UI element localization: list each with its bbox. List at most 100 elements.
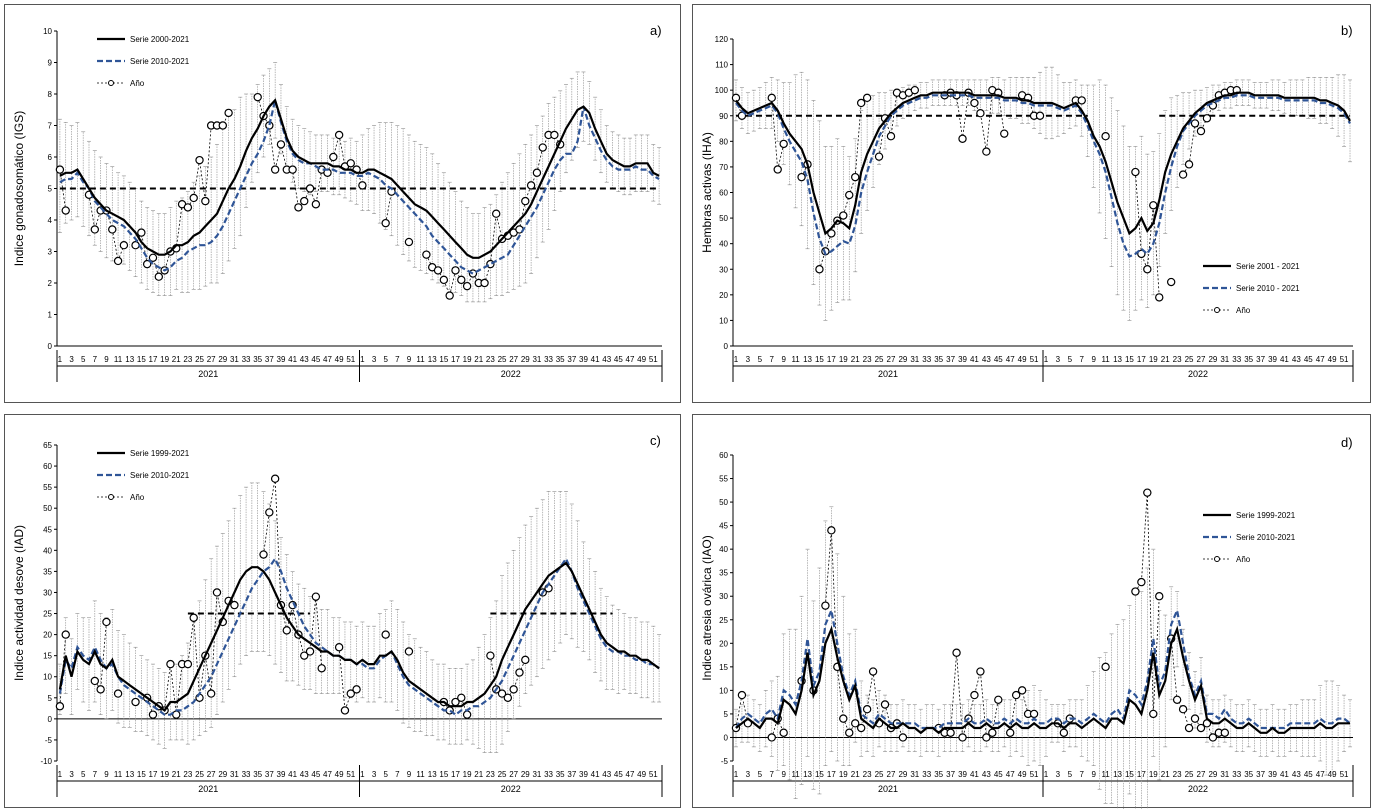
week-tick-label: 45 <box>994 355 1003 364</box>
week-tick-label: 1 <box>58 355 63 364</box>
data-point <box>1143 488 1152 497</box>
y-tick-label: 55 <box>43 483 52 492</box>
week-tick-label: 17 <box>1137 355 1146 364</box>
week-tick-label: 47 <box>323 355 332 364</box>
week-tick-label: 25 <box>195 355 204 364</box>
data-point <box>212 588 222 597</box>
data-point <box>827 229 836 238</box>
data-point <box>976 108 985 118</box>
week-tick-label: 43 <box>300 355 309 364</box>
week-tick-label: 7 <box>770 770 775 779</box>
data-point <box>767 733 776 742</box>
data-point <box>90 676 100 686</box>
data-point <box>329 152 338 162</box>
week-tick-label: 51 <box>1340 770 1349 779</box>
week-tick-label: 17 <box>1137 770 1146 779</box>
y-tick-label: 50 <box>43 504 52 513</box>
data-point <box>988 728 997 737</box>
data-point <box>300 196 309 206</box>
y-tick-label: 60 <box>719 189 728 198</box>
data-point <box>958 733 967 742</box>
week-tick-label: 15 <box>439 770 448 779</box>
data-point <box>856 723 866 733</box>
week-tick-label: 9 <box>781 770 786 779</box>
data-point <box>96 685 105 694</box>
week-tick-label: 7 <box>93 770 98 779</box>
data-point <box>868 667 878 676</box>
week-tick-label: 11 <box>114 770 123 779</box>
week-tick-label: 51 <box>1030 355 1039 364</box>
legend-marker <box>108 494 114 500</box>
y-tick-label: 7 <box>48 122 53 131</box>
week-tick-label: 11 <box>1101 355 1110 364</box>
week-tick-label: 29 <box>218 355 227 364</box>
week-tick-label: 31 <box>1220 355 1229 364</box>
week-tick-label: 43 <box>1292 770 1301 779</box>
chart-panel-d: -5 0 5 10 15 20 25 30 35 40 45 50 55 60 Indice atresia… <box>692 414 1371 809</box>
data-point <box>845 728 854 737</box>
y-tick-label: 10 <box>43 673 52 682</box>
panel-letter: a) <box>650 23 662 38</box>
week-tick-label: 3 <box>372 770 377 779</box>
week-tick-label: 31 <box>230 770 239 779</box>
y-tick-label: 60 <box>719 451 728 460</box>
data-point <box>352 685 361 694</box>
week-tick-label: 21 <box>172 355 181 364</box>
week-tick-label: 37 <box>265 355 274 364</box>
data-point <box>1101 132 1110 141</box>
legend-label: Serie 2010-2021 <box>130 57 190 66</box>
y-tick-label: 0 <box>724 342 729 351</box>
week-tick-label: 49 <box>637 355 646 364</box>
week-tick-label: 17 <box>149 355 158 364</box>
data-point <box>982 147 991 156</box>
legend-marker <box>1214 556 1220 562</box>
week-tick-label: 43 <box>1292 355 1301 364</box>
y-tick-label: 60 <box>43 462 52 471</box>
year-label: 2021 <box>198 784 218 794</box>
data-point <box>970 98 979 108</box>
data-point <box>90 225 100 234</box>
data-point <box>340 706 350 715</box>
week-tick-label: 5 <box>758 355 763 364</box>
y-tick-label: 100 <box>715 86 729 95</box>
week-tick-label: 5 <box>81 770 86 779</box>
week-tick-label: 7 <box>93 355 98 364</box>
data-point <box>976 667 985 676</box>
week-tick-label: 9 <box>1091 770 1096 779</box>
week-tick-label: 49 <box>335 355 344 364</box>
week-tick-label: 37 <box>1256 355 1265 364</box>
week-tick-label: 41 <box>591 355 600 364</box>
week-tick-label: 45 <box>1304 355 1313 364</box>
data-point <box>462 710 472 719</box>
data-point <box>1178 705 1188 714</box>
y-tick-label: -10 <box>40 757 52 766</box>
week-tick-label: 13 <box>125 355 134 364</box>
data-point <box>1035 111 1045 120</box>
week-tick-label: 1 <box>360 770 365 779</box>
data-point <box>737 690 747 700</box>
week-tick-label: 31 <box>910 770 919 779</box>
week-tick-label: 9 <box>407 355 412 364</box>
series-line-2 <box>385 191 392 224</box>
data-point <box>773 165 782 174</box>
week-tick-label: 47 <box>323 770 332 779</box>
legend-marker <box>108 80 114 86</box>
series-line-0 <box>735 625 1350 735</box>
week-tick-label: 29 <box>1208 770 1217 779</box>
data-point <box>526 181 536 190</box>
week-tick-label: 21 <box>851 355 860 364</box>
data-point <box>1137 577 1146 587</box>
data-point <box>492 209 501 218</box>
data-point <box>1190 119 1200 128</box>
data-point <box>1059 728 1069 737</box>
week-tick-label: 3 <box>69 770 74 779</box>
week-tick-label: 37 <box>946 355 955 364</box>
data-point <box>779 139 788 149</box>
week-tick-label: 13 <box>125 770 134 779</box>
year-label: 2021 <box>198 369 218 379</box>
week-tick-label: 37 <box>567 770 576 779</box>
week-tick-label: 15 <box>1125 770 1134 779</box>
week-tick-label: 15 <box>1125 355 1134 364</box>
data-point <box>294 203 303 212</box>
week-tick-label: 29 <box>218 770 227 779</box>
